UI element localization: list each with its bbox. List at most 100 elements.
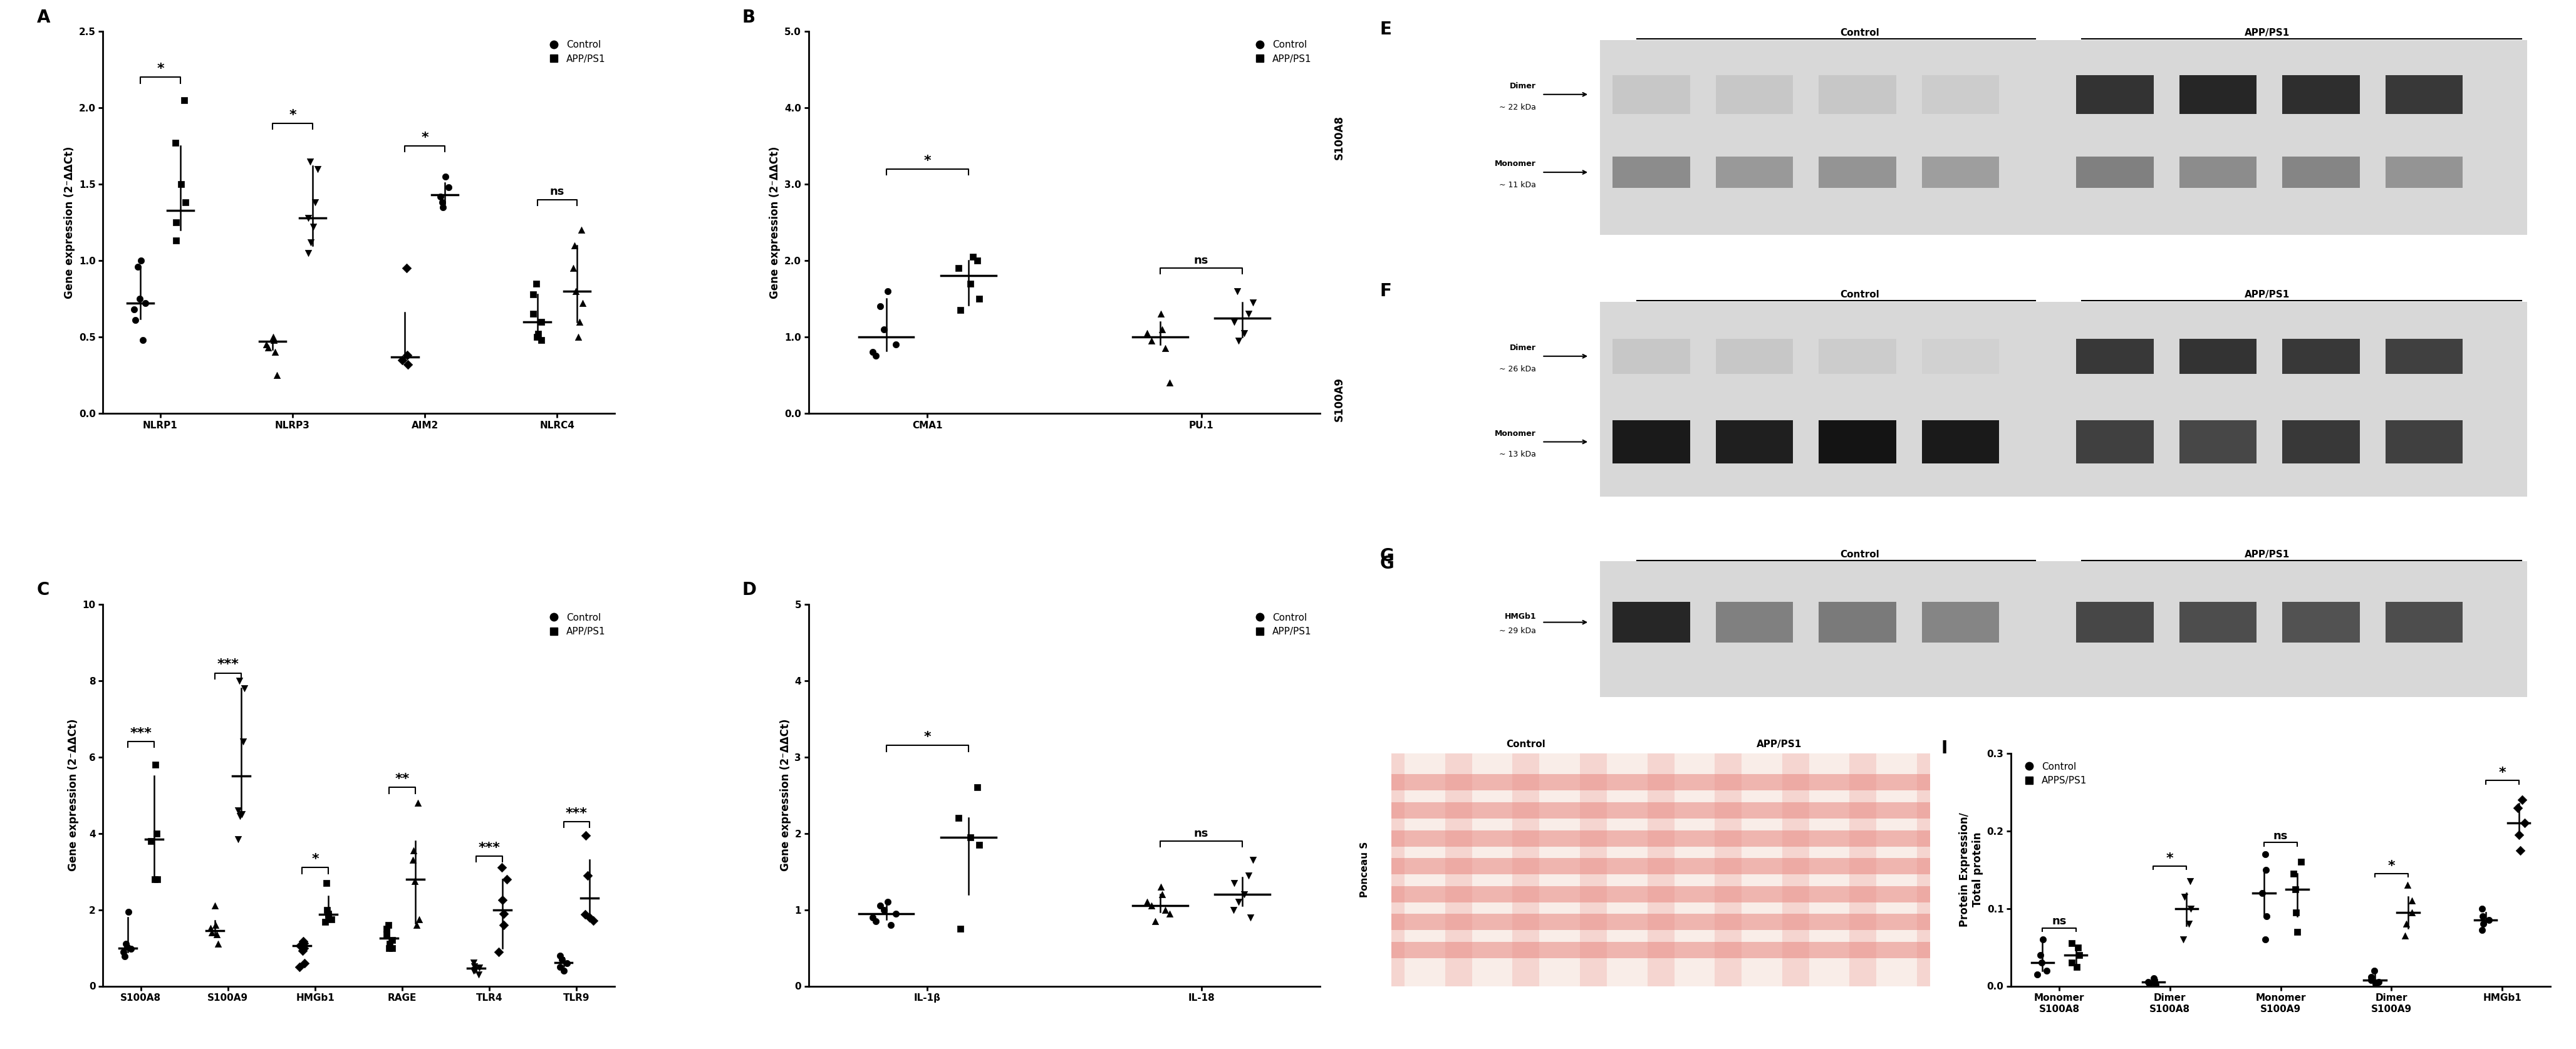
Y-axis label: Gene expression (2⁻ΔΔCt): Gene expression (2⁻ΔΔCt) — [781, 719, 791, 872]
Text: ~ 22 kDa: ~ 22 kDa — [1499, 103, 1535, 111]
Point — [252, 331, 294, 348]
Text: ~ 26 kDa: ~ 26 kDa — [1499, 365, 1535, 373]
Text: *: * — [289, 109, 296, 122]
Bar — [1600, 302, 2527, 496]
Bar — [1391, 830, 1929, 847]
Point — [283, 935, 325, 951]
Text: APP/PS1: APP/PS1 — [2244, 550, 2290, 559]
Point — [459, 960, 500, 977]
Point — [559, 328, 600, 345]
Point — [386, 347, 428, 364]
Point — [399, 911, 440, 927]
Point — [2136, 977, 2177, 993]
Point — [2017, 966, 2058, 983]
Point — [134, 871, 175, 887]
Text: ~ 11 kDa: ~ 11 kDa — [1499, 180, 1535, 189]
Text: *: * — [312, 853, 319, 865]
Text: *: * — [2388, 860, 2396, 873]
Bar — [1600, 40, 2527, 235]
Bar — [1540, 753, 1579, 986]
Point — [368, 936, 410, 952]
Text: ***: *** — [216, 659, 240, 671]
Point — [307, 875, 348, 892]
Point — [2128, 973, 2169, 990]
Point — [876, 336, 917, 352]
Bar — [2282, 602, 2360, 643]
Point — [1224, 886, 1265, 903]
Point — [111, 940, 152, 957]
Bar — [2076, 339, 2154, 373]
Point — [278, 959, 319, 976]
Point — [459, 966, 500, 983]
Point — [191, 920, 232, 937]
Text: ns: ns — [549, 187, 564, 197]
Point — [121, 252, 162, 269]
Text: F: F — [1381, 282, 1391, 300]
Point — [2133, 970, 2174, 987]
Bar — [1716, 339, 1793, 373]
Bar — [2076, 602, 2154, 643]
Point — [222, 806, 263, 822]
Bar — [1716, 74, 1793, 114]
Point — [951, 275, 992, 292]
Bar — [1404, 753, 1445, 986]
Point — [572, 912, 613, 928]
Point — [108, 903, 149, 920]
Point — [2463, 916, 2504, 933]
Bar — [1613, 602, 1690, 643]
Point — [562, 295, 603, 312]
Point — [198, 936, 240, 952]
Point — [860, 898, 902, 915]
Point — [2161, 932, 2202, 948]
Point — [1126, 325, 1167, 342]
Text: ns: ns — [1193, 828, 1208, 839]
Text: HMGb1: HMGb1 — [1504, 613, 1535, 620]
Point — [296, 160, 337, 177]
Bar — [1875, 753, 1917, 986]
Point — [2050, 955, 2092, 971]
Bar — [2179, 339, 2257, 373]
Text: *: * — [422, 131, 428, 144]
Point — [853, 908, 894, 925]
Point — [222, 733, 263, 750]
Point — [428, 179, 469, 196]
Text: ~ 29 kDa: ~ 29 kDa — [1499, 627, 1535, 636]
Point — [1131, 898, 1172, 915]
Point — [2172, 900, 2213, 917]
Point — [137, 871, 178, 887]
Bar — [1716, 602, 1793, 643]
Point — [541, 951, 582, 968]
Point — [366, 920, 407, 937]
Point — [219, 672, 260, 689]
Point — [871, 917, 912, 934]
Text: I: I — [1942, 740, 1947, 757]
Text: Control: Control — [1839, 291, 1878, 300]
Point — [1141, 878, 1182, 895]
Point — [863, 901, 904, 918]
Text: G: G — [1381, 555, 1394, 573]
Point — [2058, 939, 2099, 956]
Bar — [1922, 602, 1999, 643]
Text: ns: ns — [1193, 255, 1208, 266]
Point — [564, 827, 605, 843]
Point — [1141, 305, 1182, 322]
Point — [2504, 815, 2545, 832]
Point — [2277, 923, 2318, 940]
Point — [193, 898, 234, 915]
Bar — [1819, 421, 1896, 464]
Bar — [1716, 156, 1793, 188]
Point — [1231, 852, 1273, 869]
Bar — [1613, 339, 1690, 373]
Point — [868, 894, 909, 911]
Text: Control: Control — [1507, 740, 1546, 749]
Text: APP/PS1: APP/PS1 — [2244, 28, 2290, 38]
Point — [307, 901, 348, 918]
Point — [855, 347, 896, 364]
Text: *: * — [2499, 767, 2506, 779]
Point — [860, 298, 902, 315]
Point — [2164, 889, 2205, 905]
Point — [371, 940, 412, 957]
Point — [564, 906, 605, 923]
Point — [386, 356, 428, 372]
Point — [2388, 877, 2429, 894]
